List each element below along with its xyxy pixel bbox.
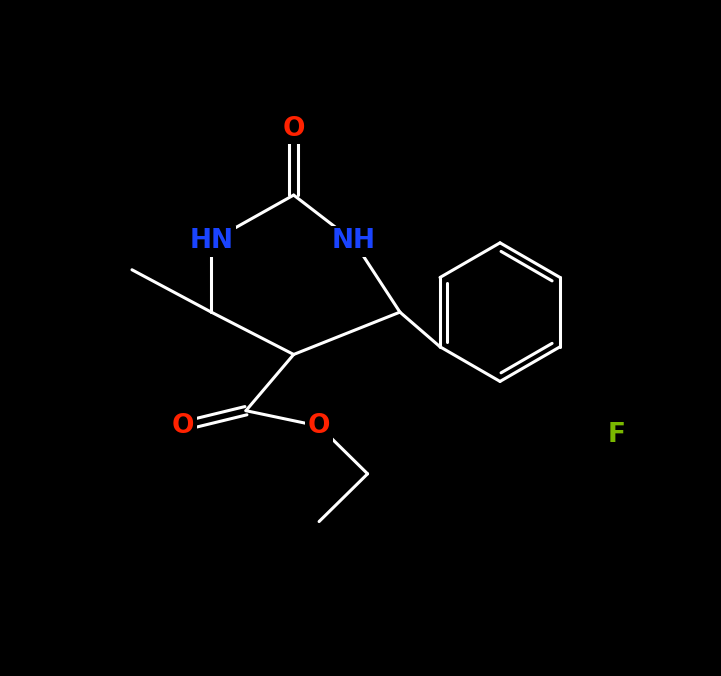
Text: NH: NH — [332, 228, 376, 254]
Text: HN: HN — [190, 228, 234, 254]
Text: O: O — [308, 413, 330, 439]
Text: O: O — [283, 116, 305, 142]
Text: F: F — [608, 422, 626, 448]
Text: O: O — [172, 413, 194, 439]
